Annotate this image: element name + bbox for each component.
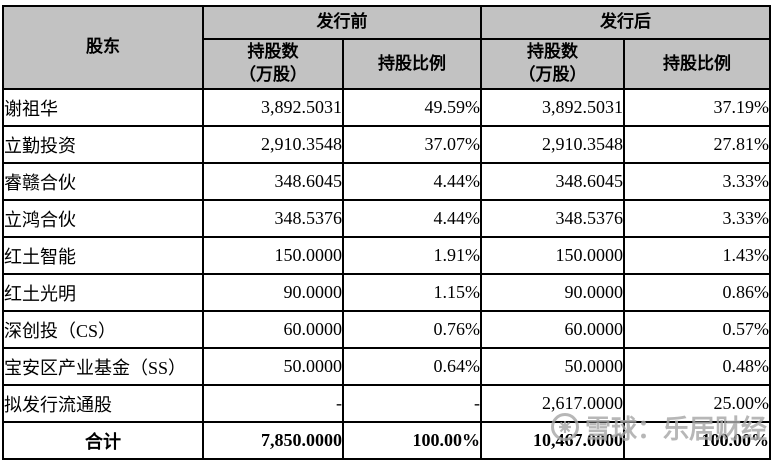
total-post-shares-value: 10,467.0000 — [480, 421, 625, 460]
col-header-pre-ratio: 持股比例 — [342, 38, 482, 90]
post-ratio-value: 0.86% — [623, 273, 771, 312]
post-shares-value: 348.5376 — [480, 199, 625, 238]
table-row: 立勤投资 2,910.3548 37.07% 2,910.3548 27.81% — [2, 125, 771, 164]
post-shares-label-line2: （万股） — [518, 65, 587, 84]
pre-ratio-value: 37.07% — [342, 125, 482, 164]
shareholder-name: 睿赣合伙 — [2, 162, 204, 201]
col-header-post-ratio: 持股比例 — [623, 38, 771, 90]
shareholder-name: 谢祖华 — [2, 88, 204, 127]
pre-shares-value: 2,910.3548 — [202, 125, 344, 164]
post-ratio-value: 3.33% — [623, 199, 771, 238]
post-shares-label-line1: 持股数 — [527, 42, 578, 62]
col-header-pre-shares: 持股数 （万股） — [202, 38, 344, 90]
pre-shares-label-line2: （万股） — [239, 65, 307, 84]
post-shares-value: 2,910.3548 — [480, 125, 625, 164]
post-shares-value: 50.0000 — [480, 347, 625, 386]
pre-shares-value: 150.0000 — [202, 236, 344, 275]
col-header-post-shares: 持股数 （万股） — [480, 38, 625, 90]
pre-shares-value: 3,892.5031 — [202, 88, 344, 127]
shareholder-name: 深创投（CS） — [2, 310, 204, 349]
sub-header-row: 持股数 （万股） 持股比例 持股数 （万股） 持股比例 — [3, 38, 771, 90]
pre-shares-value: 50.0000 — [202, 347, 344, 386]
total-post-ratio-value: 100.00% — [623, 421, 771, 460]
table-row: 睿赣合伙 348.6045 4.44% 348.6045 3.33% — [2, 162, 771, 201]
group-header-row: 股东 发行前 发行后 — [2, 5, 771, 90]
pre-ratio-value: 4.44% — [342, 162, 482, 201]
shareholding-table: 股东 发行前 发行后 持股数 （万股） 持股比例 持股数 （万股） 持股比例 谢… — [2, 5, 771, 460]
post-ratio-value: 25.00% — [623, 384, 771, 423]
col-group-pre-issue: 发行前 — [202, 5, 482, 40]
post-ratio-value: 0.48% — [623, 347, 771, 386]
pre-shares-value: 348.6045 — [202, 162, 344, 201]
table-row: 拟发行流通股 - - 2,617.0000 25.00% — [2, 384, 771, 423]
table-row: 谢祖华 3,892.5031 49.59% 3,892.5031 37.19% — [2, 88, 771, 127]
post-shares-value: 90.0000 — [480, 273, 625, 312]
pre-ratio-value: 1.91% — [342, 236, 482, 275]
post-ratio-value: 37.19% — [623, 88, 771, 127]
pre-shares-value: 348.5376 — [202, 199, 344, 238]
table-row: 红土智能 150.0000 1.91% 150.0000 1.43% — [2, 236, 771, 275]
post-shares-value: 60.0000 — [480, 310, 625, 349]
post-ratio-value: 0.57% — [623, 310, 771, 349]
post-shares-value: 2,617.0000 — [480, 384, 625, 423]
pre-ratio-value: 49.59% — [342, 88, 482, 127]
shareholder-name: 宝安区产业基金（SS） — [2, 347, 204, 386]
post-shares-value: 348.6045 — [480, 162, 625, 201]
pre-ratio-value: - — [342, 384, 482, 423]
shareholder-name: 立勤投资 — [2, 125, 204, 164]
pre-shares-label-line1: 持股数 — [247, 42, 299, 62]
col-header-shareholder: 股东 — [2, 5, 204, 90]
pre-shares-value: 90.0000 — [202, 273, 344, 312]
pre-ratio-value: 4.44% — [342, 199, 482, 238]
post-shares-value: 150.0000 — [480, 236, 625, 275]
table-row: 深创投（CS） 60.0000 0.76% 60.0000 0.57% — [2, 310, 771, 349]
pre-shares-value: - — [202, 384, 344, 423]
table-row: 立鸿合伙 348.5376 4.44% 348.5376 3.33% — [2, 199, 771, 238]
shareholder-name: 拟发行流通股 — [2, 384, 204, 423]
col-group-post-issue: 发行后 — [480, 5, 771, 40]
table-row: 红土光明 90.0000 1.15% 90.0000 0.86% — [2, 273, 771, 312]
post-shares-value: 3,892.5031 — [480, 88, 625, 127]
pre-ratio-value: 1.15% — [342, 273, 482, 312]
table-row: 宝安区产业基金（SS） 50.0000 0.64% 50.0000 0.48% — [2, 347, 771, 386]
shareholder-name: 立鸿合伙 — [2, 199, 204, 238]
pre-ratio-value: 0.76% — [342, 310, 482, 349]
total-label: 合计 — [2, 421, 204, 460]
pre-shares-value: 60.0000 — [202, 310, 344, 349]
total-pre-shares-value: 7,850.0000 — [202, 421, 344, 460]
shareholder-name: 红土智能 — [2, 236, 204, 275]
shareholder-name: 红土光明 — [2, 273, 204, 312]
total-pre-ratio-value: 100.00% — [342, 421, 482, 460]
post-ratio-value: 27.81% — [623, 125, 771, 164]
post-ratio-value: 3.33% — [623, 162, 771, 201]
post-ratio-value: 1.43% — [623, 236, 771, 275]
total-row: 合计 7,850.0000 100.00% 10,467.0000 100.00… — [2, 421, 771, 460]
pre-ratio-value: 0.64% — [342, 347, 482, 386]
